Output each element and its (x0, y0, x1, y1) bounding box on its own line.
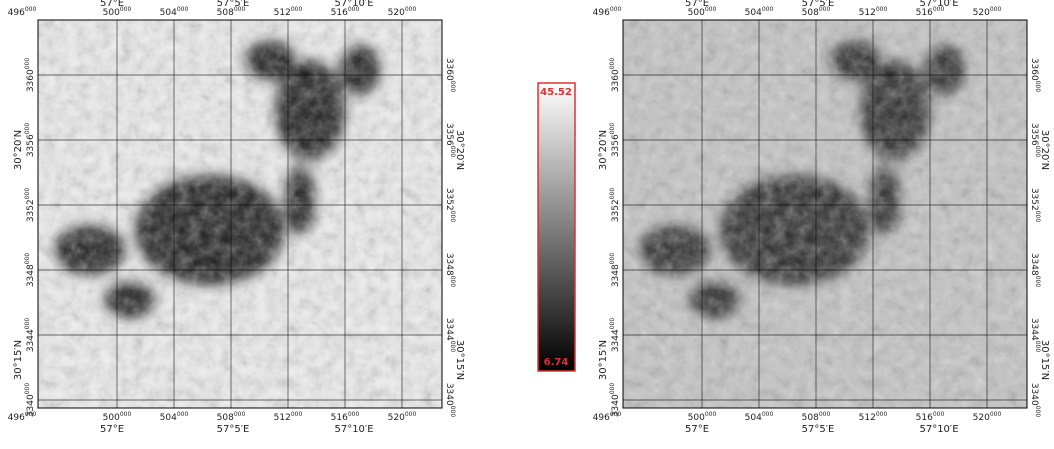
coordinate-label: 504000 (160, 411, 189, 423)
coordinate-label: 3352000 (1030, 188, 1042, 223)
coordinate-label: 3352000 (609, 188, 621, 223)
longitude-label: 57°5′E (217, 424, 250, 435)
coordinate-label: 496000 (8, 6, 37, 18)
coordinate-label: 3356000 (24, 123, 36, 158)
coordinate-label: 3348000 (1030, 253, 1042, 288)
latitude-label: 30°20′N (1039, 130, 1050, 170)
colorbar-max: 45.52 (540, 87, 572, 98)
coordinate-label: 3344000 (24, 318, 36, 353)
coordinate-label: 512000 (859, 6, 888, 18)
coordinate-label: 3360000 (445, 58, 457, 93)
coordinate-label: 3344000 (609, 318, 621, 353)
coordinate-label: 516000 (916, 411, 945, 423)
coordinate-label: 520000 (388, 411, 417, 423)
longitude-label: 57°E (685, 0, 709, 9)
longitude-label: 57°5′E (802, 424, 835, 435)
texture (38, 20, 442, 408)
coordinate-label: 512000 (859, 411, 888, 423)
latitude-label: 30°20′N (13, 130, 24, 170)
colorbar-min: 6.74 (544, 357, 569, 368)
map-panel: 4960004960005000005000005040005040005080… (593, 0, 1050, 435)
coordinate-label: 504000 (160, 6, 189, 18)
longitude-label: 57°E (100, 0, 124, 9)
coordinate-label: 3360000 (24, 58, 36, 93)
coordinate-label: 496000 (593, 6, 622, 18)
coordinate-label: 3340000 (24, 383, 36, 418)
coordinate-label: 520000 (973, 6, 1002, 18)
map-panel: 4960004960005000005000005040005040005080… (8, 0, 465, 435)
longitude-label: 57°10′E (919, 0, 958, 9)
longitude-label: 57°10′E (919, 424, 958, 435)
coordinate-label: 508000 (802, 411, 831, 423)
latitude-label: 30°15′N (1039, 340, 1050, 380)
coordinate-label: 508000 (217, 411, 246, 423)
latitude-label: 30°15′N (598, 340, 609, 380)
coordinate-label: 3340000 (609, 383, 621, 418)
texture (623, 20, 1027, 408)
latitude-label: 30°15′N (454, 340, 465, 380)
coordinate-label: 500000 (103, 411, 132, 423)
coordinate-label: 504000 (745, 6, 774, 18)
coordinate-label: 3356000 (609, 123, 621, 158)
coordinate-label: 520000 (973, 411, 1002, 423)
longitude-label: 57°E (100, 424, 124, 435)
coordinate-label: 3348000 (24, 253, 36, 288)
coordinate-label: 3360000 (609, 58, 621, 93)
latitude-label: 30°15′N (13, 340, 24, 380)
colorbar: 45.52 6.74 (538, 83, 575, 371)
coordinate-label: 512000 (274, 6, 303, 18)
longitude-label: 57°10′E (334, 424, 373, 435)
coordinate-label: 3340000 (1030, 383, 1042, 418)
coordinate-label: 500000 (688, 411, 717, 423)
coordinate-label: 3352000 (445, 188, 457, 223)
coordinate-label: 3340000 (445, 383, 457, 418)
longitude-label: 57°5′E (217, 0, 250, 9)
coordinate-label: 3352000 (24, 188, 36, 223)
coordinate-label: 504000 (745, 411, 774, 423)
coordinate-label: 512000 (274, 411, 303, 423)
coordinate-label: 520000 (388, 6, 417, 18)
coordinate-label: 3348000 (445, 253, 457, 288)
colorbar-ramp (538, 83, 575, 371)
coordinate-label: 3360000 (1030, 58, 1042, 93)
longitude-label: 57°5′E (802, 0, 835, 9)
coordinate-label: 516000 (331, 411, 360, 423)
latitude-label: 30°20′N (454, 130, 465, 170)
latitude-label: 30°20′N (598, 130, 609, 170)
longitude-label: 57°10′E (334, 0, 373, 9)
coordinate-label: 3348000 (609, 253, 621, 288)
figure: 45.52 6.74 496000 496000 500000 500000 50400… (0, 0, 1054, 449)
longitude-label: 57°E (685, 424, 709, 435)
